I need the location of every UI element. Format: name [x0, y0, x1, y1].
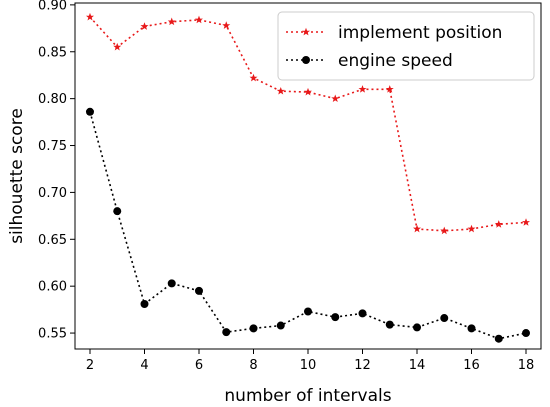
data-point-implement-position — [194, 15, 203, 24]
x-tick-label: 14 — [409, 358, 426, 373]
y-tick-label: 0.85 — [38, 45, 67, 60]
y-tick-label: 0.55 — [38, 327, 67, 342]
data-point-engine-speed — [522, 329, 531, 338]
x-tick-label: 18 — [518, 358, 535, 373]
legend-box — [277, 11, 535, 81]
data-point-engine-speed — [331, 313, 340, 322]
data-point-implement-position — [167, 17, 176, 26]
y-tick-label: 0.90 — [38, 0, 67, 13]
y-axis: 0.55 0.60 0.65 0.70 0.75 0.80 0.85 0.90 — [38, 0, 75, 342]
legend-marker-implement-position — [302, 27, 310, 36]
y-tick-label: 0.75 — [38, 139, 67, 154]
x-tick-label: 6 — [195, 358, 203, 373]
x-tick-label: 16 — [463, 358, 480, 373]
data-point-implement-position — [358, 85, 367, 93]
data-point-engine-speed — [304, 307, 312, 316]
data-point-implement-position — [222, 21, 231, 29]
x-tick-label: 12 — [354, 358, 371, 373]
data-point-engine-speed — [140, 299, 149, 308]
series-layer — [85, 12, 531, 343]
x-tick-label: 4 — [140, 358, 148, 373]
data-point-implement-position — [440, 226, 449, 235]
data-point-implement-position — [413, 224, 422, 233]
data-point-engine-speed — [385, 320, 394, 329]
data-point-implement-position — [113, 42, 122, 51]
data-point-engine-speed — [113, 207, 122, 216]
y-tick-label: 0.70 — [38, 186, 67, 201]
data-point-implement-position — [522, 218, 531, 226]
data-point-engine-speed — [413, 323, 422, 332]
y-tick-label: 0.60 — [38, 280, 67, 295]
legend-label-implement-position: implement position — [338, 23, 502, 43]
data-point-implement-position — [140, 22, 149, 30]
data-point-implement-position — [494, 220, 503, 228]
y-tick-label: 0.65 — [38, 233, 67, 248]
legend-label-engine-speed: engine speed — [338, 51, 453, 71]
y-tick-label: 0.80 — [38, 92, 67, 107]
data-point-implement-position — [85, 12, 94, 21]
y-axis-label: silhouette score — [7, 108, 27, 244]
legend: implement position engine speed — [277, 11, 535, 81]
x-axis: 2 4 6 8 10 12 14 16 18 — [86, 349, 534, 373]
x-tick-label: 2 — [86, 358, 94, 373]
data-point-engine-speed — [249, 324, 258, 333]
data-point-engine-speed — [467, 324, 476, 333]
x-axis-label: number of intervals — [224, 386, 391, 406]
data-point-engine-speed — [494, 334, 503, 343]
data-point-implement-position — [385, 85, 394, 93]
data-point-engine-speed — [222, 328, 231, 337]
data-point-implement-position — [467, 224, 476, 233]
data-point-implement-position — [331, 94, 340, 103]
data-point-engine-speed — [440, 314, 449, 323]
x-tick-label: 10 — [300, 358, 317, 373]
legend-marker-engine-speed — [302, 56, 310, 64]
data-point-implement-position — [304, 87, 312, 96]
data-point-engine-speed — [194, 286, 203, 295]
data-point-engine-speed — [167, 279, 176, 288]
x-tick-label: 8 — [249, 358, 257, 373]
data-point-implement-position — [249, 73, 258, 82]
data-point-engine-speed — [358, 309, 367, 318]
data-point-implement-position — [276, 86, 285, 95]
data-point-engine-speed — [85, 107, 94, 116]
data-point-engine-speed — [276, 321, 285, 330]
